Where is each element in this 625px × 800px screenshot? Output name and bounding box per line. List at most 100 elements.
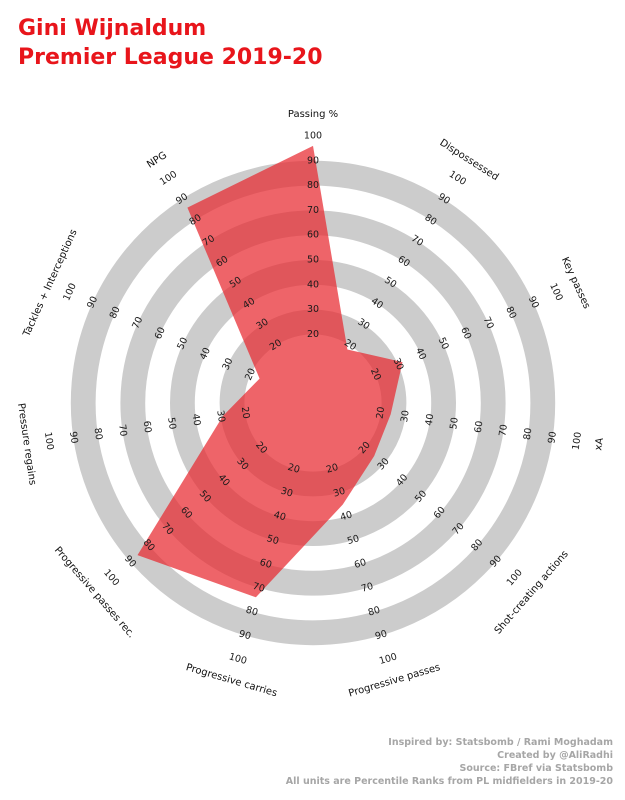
ring-tick-label: 50 bbox=[265, 533, 280, 547]
ring-tick-label: 70 bbox=[360, 581, 375, 595]
ring-tick-label: 80 bbox=[422, 212, 438, 228]
ring-tick-label: 50 bbox=[175, 336, 190, 352]
credits: Inspired by: Statsbomb / Rami Moghadam C… bbox=[286, 736, 613, 788]
ring-tick-label: 90 bbox=[67, 431, 80, 445]
ring-tick-label: 40 bbox=[241, 296, 257, 312]
ring-tick-label: 70 bbox=[481, 315, 496, 331]
percentile-polygon bbox=[137, 145, 403, 598]
ring-tick-label: 90 bbox=[307, 155, 319, 166]
ring-tick-label: 100 bbox=[571, 431, 584, 451]
ring-tick-label: 40 bbox=[272, 509, 287, 523]
ring-tick-label: 100 bbox=[228, 651, 249, 667]
credit-created: Created by @AliRadhi bbox=[497, 750, 613, 761]
ring-tick-label: 30 bbox=[214, 410, 227, 424]
category-label: xA bbox=[593, 437, 606, 451]
ring-tick-label: 70 bbox=[201, 233, 217, 249]
ring-tick-label: 100 bbox=[378, 651, 399, 667]
ring-tick-label: 70 bbox=[409, 233, 425, 249]
ring-tick-label: 40 bbox=[369, 296, 385, 312]
ring-tick-label: 50 bbox=[346, 533, 361, 547]
ring-tick-label: 30 bbox=[399, 410, 412, 424]
category-label: NPG bbox=[145, 150, 169, 171]
ring-tick-label: 100 bbox=[61, 282, 79, 303]
ring-tick-label: 20 bbox=[375, 406, 388, 420]
ring-tick-label: 70 bbox=[116, 424, 129, 438]
ring-tick-label: 60 bbox=[353, 557, 368, 571]
ring-tick-label: 60 bbox=[473, 420, 486, 434]
ring-tick-label: 90 bbox=[85, 295, 100, 311]
ring-tick-label: 80 bbox=[187, 212, 203, 228]
player-name: Gini Wijnaldum bbox=[18, 16, 207, 41]
ring-tick-label: 70 bbox=[307, 205, 319, 216]
ring-tick-label: 20 bbox=[368, 367, 383, 383]
ring-tick-label: 60 bbox=[396, 254, 412, 270]
ring-tick-label: 40 bbox=[339, 509, 354, 523]
ring-tick-label: 70 bbox=[130, 315, 145, 331]
ring-tick-label: 80 bbox=[91, 427, 104, 441]
ring-tick-label: 70 bbox=[497, 424, 510, 438]
ring-tick-label: 100 bbox=[158, 169, 179, 188]
ring-tick-label: 30 bbox=[220, 356, 235, 372]
credit-inspired: Inspired by: Statsbomb / Rami Moghadam bbox=[388, 737, 613, 748]
ring-tick-label: 60 bbox=[458, 326, 473, 342]
ring-tick-label: 30 bbox=[390, 356, 405, 372]
ring-tick-label: 20 bbox=[243, 367, 258, 383]
category-label: Pressure regains bbox=[15, 402, 38, 485]
ring-tick-label: 100 bbox=[547, 282, 565, 303]
ring-tick-label: 30 bbox=[279, 486, 294, 500]
category-label: Progressive passes bbox=[347, 662, 441, 699]
category-label: Key passes bbox=[559, 256, 592, 311]
ring-tick-label: 100 bbox=[42, 431, 55, 451]
ring-tick-label: 60 bbox=[153, 326, 168, 342]
ring-tick-label: 70 bbox=[251, 581, 266, 595]
ring-tick-label: 40 bbox=[413, 346, 428, 362]
ring-tick-label: 90 bbox=[546, 431, 559, 445]
ring-tick-label: 90 bbox=[436, 191, 452, 207]
competition-season: Premier League 2019-20 bbox=[18, 45, 323, 70]
ring-tick-label: 40 bbox=[424, 413, 437, 427]
ring-tick-label: 50 bbox=[228, 275, 244, 291]
ring-tick-label: 40 bbox=[307, 279, 319, 290]
ring-tick-label: 80 bbox=[522, 427, 535, 441]
ring-tick-label: 50 bbox=[382, 275, 398, 291]
ring-tick-label: 100 bbox=[304, 131, 322, 142]
ring-tick-label: 80 bbox=[108, 305, 123, 321]
category-label: Passing % bbox=[288, 109, 338, 120]
ring-tick-label: 20 bbox=[268, 337, 284, 353]
ring-tick-label: 100 bbox=[101, 567, 121, 588]
ring-tick-label: 40 bbox=[198, 346, 213, 362]
ring-tick-label: 90 bbox=[237, 628, 252, 642]
ring-tick-label: 80 bbox=[244, 605, 259, 619]
ring-tick-label: 60 bbox=[307, 230, 319, 241]
ring-tick-label: 30 bbox=[254, 317, 270, 333]
ring-tick-label: 30 bbox=[307, 304, 319, 315]
ring-tick-label: 30 bbox=[355, 317, 371, 333]
credit-source: Source: FBref via Statsbomb bbox=[459, 763, 613, 774]
ring-tick-label: 20 bbox=[325, 462, 340, 476]
ring-tick-label: 40 bbox=[190, 413, 203, 427]
ring-tick-label: 100 bbox=[447, 169, 468, 188]
ring-tick-label: 30 bbox=[332, 486, 347, 500]
ring-tick-label: 50 bbox=[436, 336, 451, 352]
credit-units: All units are Percentile Ranks from PL m… bbox=[285, 776, 613, 787]
chart-title: Gini Wijnaldum Premier League 2019-20 bbox=[18, 14, 323, 72]
category-label: Shot-creating actions bbox=[493, 549, 571, 637]
ring-tick-label: 60 bbox=[141, 420, 154, 434]
ring-tick-label: 20 bbox=[342, 337, 358, 353]
ring-tick-label: 80 bbox=[503, 305, 518, 321]
ring-tick-label: 20 bbox=[307, 329, 319, 340]
ring-tick-label: 20 bbox=[239, 406, 252, 420]
ring-tick-label: 90 bbox=[526, 295, 541, 311]
category-label: Progressive carries bbox=[185, 662, 279, 699]
ring-tick-label: 60 bbox=[214, 254, 230, 270]
ring-tick-label: 80 bbox=[307, 180, 319, 191]
ring-tick-label: 90 bbox=[374, 628, 389, 642]
ring-tick-label: 50 bbox=[448, 417, 461, 431]
ring-tick-label: 20 bbox=[286, 462, 301, 476]
ring-tick-label: 50 bbox=[165, 417, 178, 431]
ring-tick-label: 90 bbox=[174, 191, 190, 207]
ring-tick-label: 50 bbox=[307, 255, 319, 266]
ring-tick-label: 60 bbox=[258, 557, 273, 571]
ring-tick-label: 100 bbox=[505, 567, 525, 588]
